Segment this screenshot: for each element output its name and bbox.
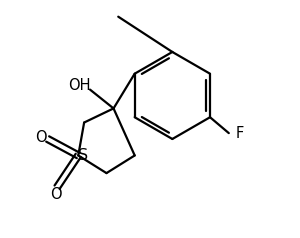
Text: OH: OH <box>68 78 91 93</box>
Text: S: S <box>78 148 88 163</box>
Text: O: O <box>35 130 46 145</box>
Text: F: F <box>235 126 244 141</box>
Text: O: O <box>50 187 62 202</box>
